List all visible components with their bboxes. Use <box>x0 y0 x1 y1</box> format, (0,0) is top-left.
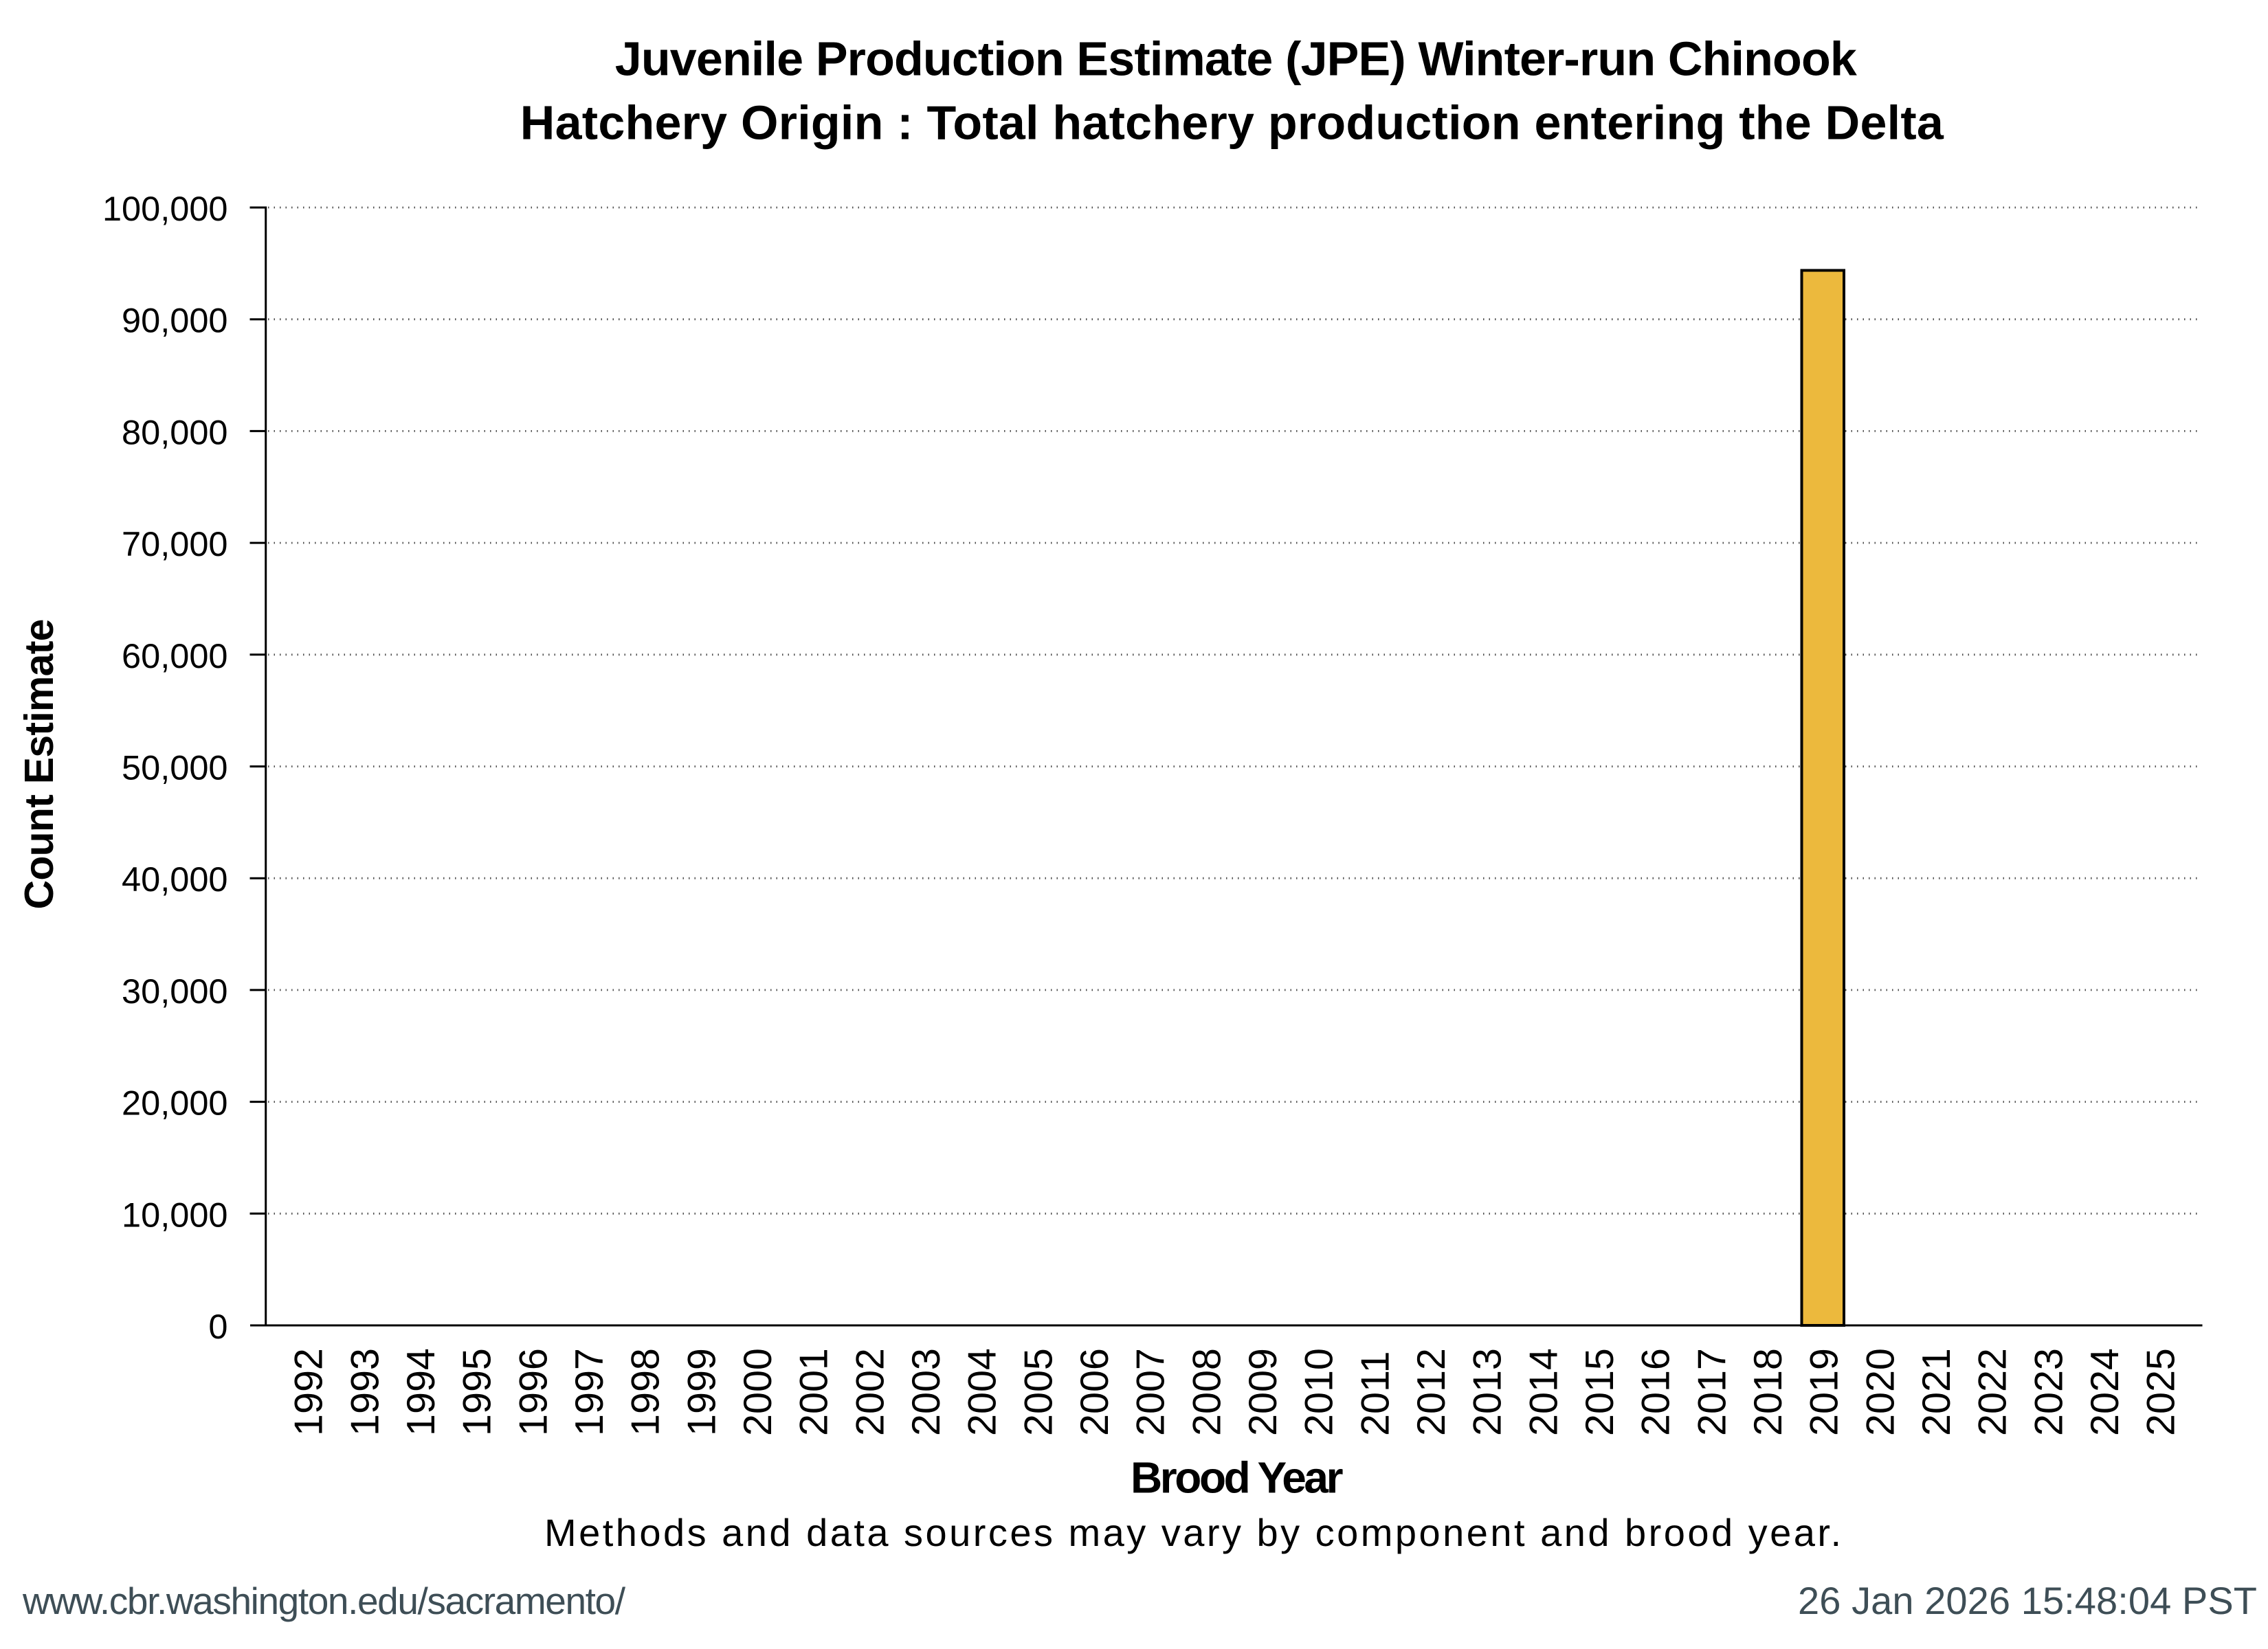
svg-text:2008: 2008 <box>1185 1348 1229 1436</box>
svg-text:1993: 1993 <box>343 1348 387 1436</box>
svg-text:2006: 2006 <box>1073 1348 1117 1436</box>
svg-text:2015: 2015 <box>1578 1348 1622 1436</box>
svg-text:1998: 1998 <box>624 1348 668 1436</box>
svg-text:2012: 2012 <box>1410 1348 1454 1436</box>
svg-text:26 Jan 2026 15:48:04 PST: 26 Jan 2026 15:48:04 PST <box>1798 1579 2257 1622</box>
svg-text:2013: 2013 <box>1466 1348 1510 1436</box>
svg-text:90,000: 90,000 <box>122 301 227 340</box>
svg-text:50,000: 50,000 <box>122 748 227 787</box>
svg-text:Brood Year: Brood Year <box>1131 1452 1344 1502</box>
svg-text:1994: 1994 <box>399 1348 443 1436</box>
svg-text:2010: 2010 <box>1298 1348 1342 1436</box>
svg-text:60,000: 60,000 <box>122 636 227 675</box>
svg-text:40,000: 40,000 <box>122 860 227 899</box>
svg-text:2001: 2001 <box>792 1348 836 1436</box>
svg-text:1995: 1995 <box>456 1348 500 1436</box>
svg-text:2022: 2022 <box>1971 1348 2015 1436</box>
svg-text:2002: 2002 <box>848 1348 892 1436</box>
svg-text:1992: 1992 <box>287 1348 331 1436</box>
svg-text:70,000: 70,000 <box>122 524 227 563</box>
svg-text:2000: 2000 <box>736 1348 780 1436</box>
svg-text:2020: 2020 <box>1858 1348 1902 1436</box>
svg-text:1997: 1997 <box>568 1348 612 1436</box>
svg-text:2007: 2007 <box>1129 1348 1173 1436</box>
svg-text:1999: 1999 <box>680 1348 724 1436</box>
svg-text:2014: 2014 <box>1522 1348 1566 1436</box>
svg-text:2025: 2025 <box>2139 1348 2183 1436</box>
svg-text:2019: 2019 <box>1803 1348 1847 1436</box>
svg-text:Count Estimate: Count Estimate <box>16 619 62 910</box>
svg-text:Juvenile Production Estimate (: Juvenile Production Estimate (JPE) Winte… <box>615 32 1857 86</box>
svg-text:2009: 2009 <box>1241 1348 1285 1436</box>
svg-text:20,000: 20,000 <box>122 1084 227 1123</box>
svg-text:2005: 2005 <box>1016 1348 1060 1436</box>
svg-text:2017: 2017 <box>1690 1348 1734 1436</box>
svg-text:2016: 2016 <box>1634 1348 1678 1436</box>
svg-text:2004: 2004 <box>961 1348 1005 1436</box>
svg-text:2024: 2024 <box>2083 1348 2127 1436</box>
svg-text:Hatchery Origin : Total hatche: Hatchery Origin : Total hatchery product… <box>520 96 1944 150</box>
svg-text:2023: 2023 <box>2027 1348 2071 1436</box>
svg-text:www.cbr.washington.edu/sacrame: www.cbr.washington.edu/sacramento/ <box>22 1580 626 1622</box>
svg-text:2021: 2021 <box>1915 1348 1959 1436</box>
svg-text:Methods and data sources may v: Methods and data sources may vary by com… <box>544 1511 1841 1554</box>
svg-text:30,000: 30,000 <box>122 972 227 1011</box>
svg-text:80,000: 80,000 <box>122 412 227 451</box>
svg-text:100,000: 100,000 <box>102 189 228 228</box>
svg-text:2011: 2011 <box>1353 1351 1397 1436</box>
svg-text:10,000: 10,000 <box>122 1195 227 1234</box>
svg-text:0: 0 <box>208 1307 227 1346</box>
svg-text:2018: 2018 <box>1746 1348 1790 1436</box>
svg-text:1996: 1996 <box>511 1348 555 1436</box>
svg-text:2003: 2003 <box>904 1348 948 1436</box>
